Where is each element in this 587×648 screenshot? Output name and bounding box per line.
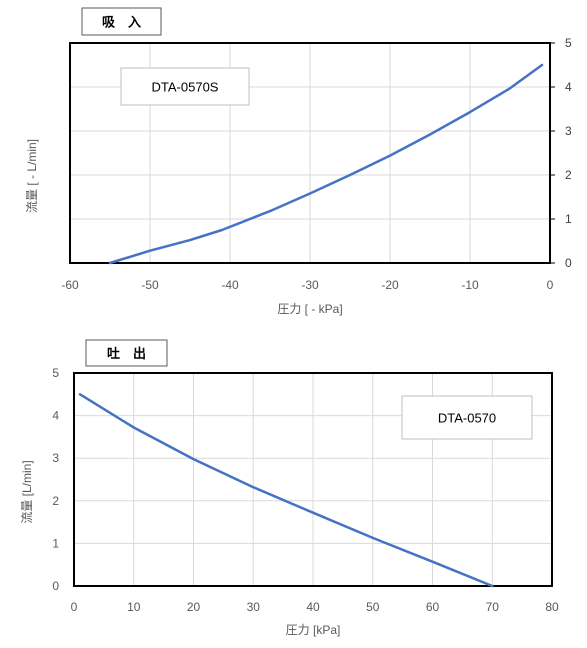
chart2-series-line: [78, 393, 494, 588]
chart2-xtick-label: 20: [187, 600, 201, 614]
chart1-xtick-label: -20: [381, 278, 399, 292]
chart2-ytick-label: 4: [52, 409, 59, 423]
chart2-ytick-label: 2: [52, 494, 59, 508]
chart1-series-line: [108, 63, 544, 265]
chart1-model-label: DTA-0570S: [152, 80, 219, 95]
chart2-ytick-label: 1: [52, 536, 59, 550]
chart2-plot-frame: [73, 372, 553, 587]
chart2-xtick-label: 50: [366, 600, 380, 614]
chart2-model-box: [401, 395, 533, 440]
chart1-ytick-label: 0: [565, 256, 572, 270]
chart2-ytick-label: 0: [52, 579, 59, 593]
chart1-xtick-label: -40: [221, 278, 239, 292]
chart2-xtick-label: 40: [306, 600, 320, 614]
chart1-ytick-label: 2: [565, 168, 572, 182]
chart1-ytick-label: 5: [565, 36, 572, 50]
chart2-ytick-label: 5: [52, 366, 59, 380]
chart2-xtick-label: 0: [71, 600, 78, 614]
chart2-tag-label: 吐 出: [107, 346, 146, 362]
chart1-ytick-label: 1: [565, 212, 572, 226]
chart1-ytick-label: 3: [565, 124, 572, 138]
chart2-xtick-label: 10: [127, 600, 141, 614]
chart2-yaxis-title: 流量 [L/min]: [20, 460, 34, 523]
chart1-model-box: [120, 67, 250, 106]
chart1-ytick-label: 4: [565, 80, 572, 94]
chart1-xtick-label: 0: [547, 278, 554, 292]
chart1-xtick-label: -50: [141, 278, 159, 292]
chart1-xaxis-title: 圧力 [ - kPa]: [277, 302, 342, 316]
chart1-tag-label: 吸 入: [102, 16, 141, 31]
chart1-yaxis-title: 流量 [ - L/min]: [25, 139, 39, 213]
chart2-xtick-label: 80: [545, 600, 559, 614]
chart1-xtick-label: -10: [461, 278, 479, 292]
chart2-xaxis-title: 圧力 [kPa]: [286, 623, 341, 637]
chart1-xtick-label: -30: [301, 278, 319, 292]
chart2-model-label: DTA-0570: [438, 411, 496, 426]
chart1-xtick-label: -60: [61, 278, 79, 292]
chart2-ytick-label: 3: [52, 451, 59, 465]
chart2-xtick-label: 30: [247, 600, 261, 614]
chart2-xtick-label: 70: [486, 600, 500, 614]
chart1-plot-frame: [69, 42, 551, 264]
chart1-tag-box: [81, 7, 162, 36]
chart2-tag-box: [85, 339, 168, 367]
chart2-xtick-label: 60: [426, 600, 440, 614]
